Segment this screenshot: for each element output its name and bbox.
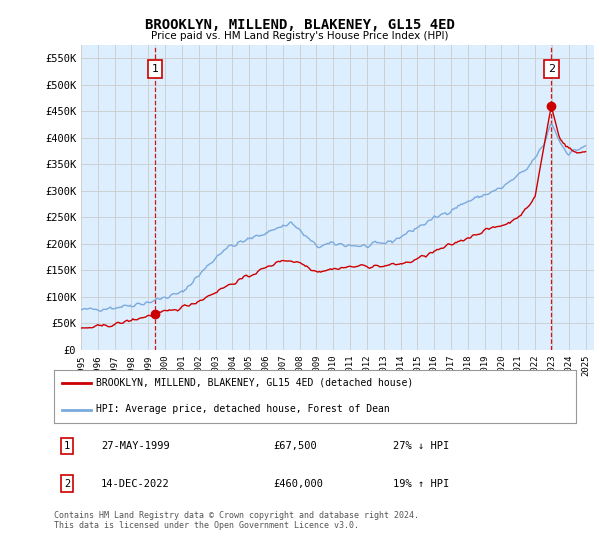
Text: 19% ↑ HPI: 19% ↑ HPI xyxy=(394,479,449,488)
Text: HPI: Average price, detached house, Forest of Dean: HPI: Average price, detached house, Fore… xyxy=(96,404,389,414)
Text: 27% ↓ HPI: 27% ↓ HPI xyxy=(394,441,449,451)
Text: 27-MAY-1999: 27-MAY-1999 xyxy=(101,441,170,451)
Text: BROOKLYN, MILLEND, BLAKENEY, GL15 4ED: BROOKLYN, MILLEND, BLAKENEY, GL15 4ED xyxy=(145,18,455,32)
Text: 2: 2 xyxy=(548,64,555,74)
Text: 14-DEC-2022: 14-DEC-2022 xyxy=(101,479,170,488)
Text: £460,000: £460,000 xyxy=(273,479,323,488)
Text: 1: 1 xyxy=(64,441,70,451)
Text: Contains HM Land Registry data © Crown copyright and database right 2024.
This d: Contains HM Land Registry data © Crown c… xyxy=(54,511,419,530)
Text: Price paid vs. HM Land Registry's House Price Index (HPI): Price paid vs. HM Land Registry's House … xyxy=(151,31,449,41)
Text: 2: 2 xyxy=(64,479,70,488)
Text: BROOKLYN, MILLEND, BLAKENEY, GL15 4ED (detached house): BROOKLYN, MILLEND, BLAKENEY, GL15 4ED (d… xyxy=(96,378,413,388)
Text: £67,500: £67,500 xyxy=(273,441,317,451)
Text: 1: 1 xyxy=(152,64,158,74)
